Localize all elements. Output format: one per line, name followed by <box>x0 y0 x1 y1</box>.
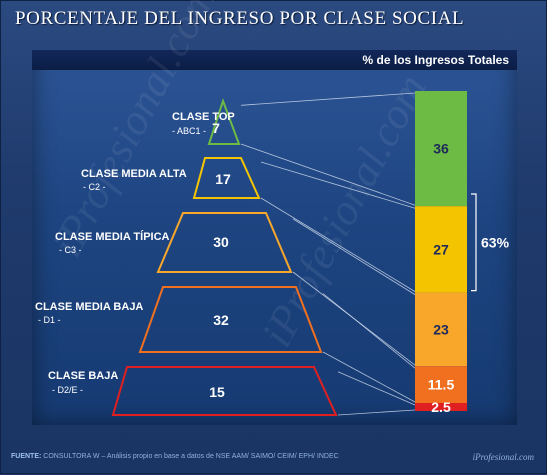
bracket <box>471 193 477 292</box>
pyramid-tier <box>192 157 261 199</box>
connector-line <box>292 218 416 295</box>
connector-line <box>322 293 416 369</box>
pyramid-tier <box>138 286 323 353</box>
stacked-bar-value-label: 23 <box>433 321 449 337</box>
tier-code-label: - C3 - <box>59 245 82 255</box>
connector-line <box>260 197 416 292</box>
brand-logo-text: iProfesional.com <box>472 452 534 462</box>
connector-line <box>260 161 416 209</box>
tier-value-label: 15 <box>209 384 225 400</box>
bracket-label: 63% <box>481 234 510 250</box>
connector-line <box>240 92 416 106</box>
tier-value-label: 32 <box>213 312 229 328</box>
tier-code-label: - D1 - <box>38 315 61 325</box>
tier-category-label: CLASE MEDIA ALTA <box>81 168 187 180</box>
pyramid-tier <box>111 366 338 416</box>
source-text: CONSULTORA W – Análisis propio en base a… <box>41 453 339 460</box>
stacked-bar-segment <box>415 403 467 411</box>
tier-category-label: CLASE BAJA <box>48 370 118 382</box>
pyramid-tier <box>156 212 293 273</box>
tier-category-label: CLASE MEDIA TÍPICA <box>55 230 170 243</box>
source-label: FUENTE: <box>11 453 42 460</box>
stacked-bar-segment <box>415 91 467 207</box>
tier-value-label: 17 <box>215 171 231 187</box>
connector-line <box>240 143 416 206</box>
stacked-bar-segment <box>415 366 467 403</box>
pyramid-tier <box>207 97 241 145</box>
stacked-bar-segment <box>415 292 467 367</box>
panel-header-label: % de los Ingresos Totales <box>362 53 509 67</box>
tier-category-label: CLASE TOP <box>172 111 235 123</box>
stacked-bar-value-label: 27 <box>433 241 449 257</box>
connector-line <box>322 351 416 403</box>
connector-line <box>337 371 416 406</box>
chart-title: PORCENTAJE DEL INGRESO POR CLASE SOCIAL <box>15 8 465 29</box>
tier-code-label: - D2/E - <box>52 385 83 395</box>
connector-line <box>337 409 416 416</box>
tier-value-label: 30 <box>213 234 229 250</box>
stacked-bar-value-label: 2.5 <box>431 399 451 415</box>
tier-code-label: - ABC1 - <box>172 126 206 136</box>
tier-category-label: CLASE MEDIA BAJA <box>35 301 143 313</box>
source-note: FUENTE: CONSULTORA W – Análisis propio e… <box>11 453 339 460</box>
stacked-bar-value-label: 11.5 <box>428 377 455 393</box>
panel-header: % de los Ingresos Totales <box>32 50 517 70</box>
tier-value-label: 7 <box>212 120 220 136</box>
stacked-bar-value-label: 36 <box>433 141 449 157</box>
stacked-bar-segment <box>415 206 467 293</box>
tier-code-label: - C2 - <box>83 182 106 192</box>
